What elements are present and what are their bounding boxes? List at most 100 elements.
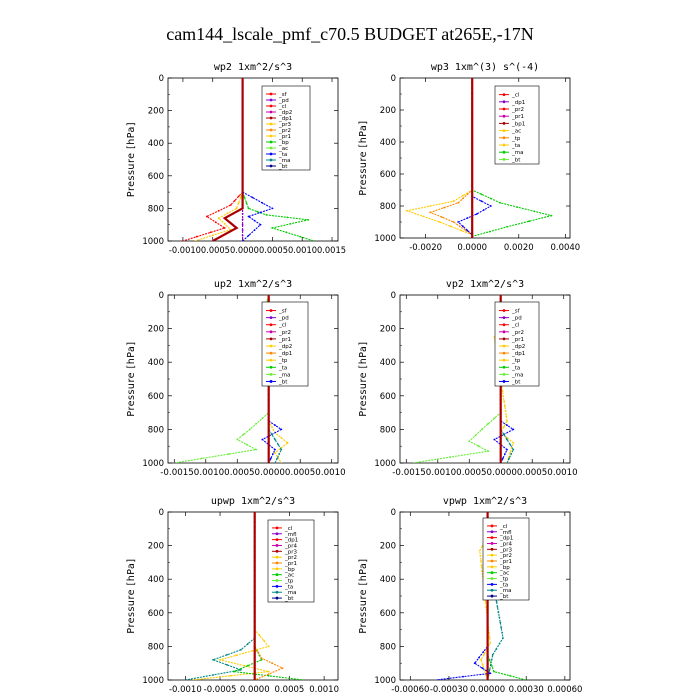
series-point	[458, 225, 461, 228]
series-point	[493, 670, 495, 673]
y-tick-label: 1000	[142, 237, 164, 247]
legend-label: _cl	[278, 323, 287, 329]
series-point	[485, 674, 487, 676]
legend-label: _bt	[278, 379, 288, 385]
series-point	[462, 225, 464, 228]
legend-label: _bp	[278, 140, 289, 146]
series-point	[255, 448, 257, 451]
series-point	[277, 443, 280, 446]
series-line	[194, 78, 244, 241]
series-point	[269, 457, 272, 460]
series-point	[241, 137, 244, 140]
legend-label: _tp	[511, 136, 521, 142]
panel-6: vpwp 1xm^2/s^3 Pressure [hPa] 0 200 400 600 80…	[358, 496, 582, 695]
series-point	[474, 434, 477, 437]
x-tick-label: 0.00000	[470, 685, 505, 695]
x-tick-label: 0.0000	[240, 685, 270, 695]
x-tick-labels: -0.00150.00100.00050.00000.00050.0010	[160, 468, 345, 478]
series-point	[241, 212, 244, 215]
series-point	[253, 585, 256, 587]
y-tick-label: 0	[391, 74, 396, 84]
legend-label: _dp1	[511, 351, 525, 357]
series-point	[452, 200, 455, 203]
series-point	[471, 205, 474, 207]
y-tick-label: 200	[380, 542, 396, 552]
series-point	[486, 640, 489, 643]
x-tick-labels: -0.00100.00050.00000.00050.00100.0015	[169, 246, 346, 256]
series-point	[471, 195, 474, 198]
legend-marker	[275, 532, 279, 536]
legend-marker	[269, 358, 273, 362]
series-point	[226, 664, 228, 666]
series-point	[501, 390, 504, 393]
legend-marker	[502, 122, 506, 125]
x-tick-label: 0.0020	[504, 243, 534, 253]
series-point	[212, 658, 215, 661]
series-point	[253, 674, 256, 677]
x-tick-label: -0.00030	[430, 685, 468, 695]
y-axis-label: Pressure [hPa]	[126, 558, 137, 633]
series-point	[241, 127, 244, 130]
series-point	[253, 664, 256, 667]
y-axis-label: Pressure [hPa]	[126, 341, 137, 416]
series-point	[253, 669, 256, 672]
x-tick-label: 0.0010	[309, 685, 339, 695]
legend-marker	[490, 588, 494, 592]
legend-marker	[275, 584, 279, 588]
series-point	[253, 520, 256, 523]
series-point	[449, 225, 452, 228]
legend: _cl_mfl_dp1_pr4_pr3_pr2_pr1_bp_ac_tp_ta_…	[267, 519, 315, 603]
legend-label: _ma	[278, 372, 290, 378]
series-point	[267, 442, 270, 445]
series-point	[267, 393, 270, 395]
series-point	[471, 147, 474, 150]
series-point	[241, 97, 244, 99]
series-point	[247, 207, 250, 210]
series-point	[274, 424, 276, 427]
series-point	[471, 87, 474, 90]
series-point	[480, 658, 482, 661]
series-point	[482, 651, 485, 653]
legend-marker	[269, 152, 273, 156]
series-point	[253, 630, 256, 633]
series-point	[242, 433, 245, 436]
series-line	[404, 78, 473, 236]
series-point	[486, 605, 489, 607]
series-point	[253, 569, 256, 572]
series-point	[481, 428, 483, 431]
series-point	[237, 195, 240, 198]
series-point	[267, 645, 270, 648]
series-point	[506, 225, 508, 228]
series-point	[285, 231, 288, 234]
series-point	[267, 447, 270, 450]
legend-marker	[490, 530, 494, 534]
series-point	[247, 234, 250, 237]
series-point	[510, 453, 513, 455]
series-point	[466, 229, 469, 232]
series-point	[228, 453, 230, 455]
series-point	[502, 637, 504, 639]
series-point	[406, 209, 408, 212]
legend-marker	[502, 114, 506, 118]
series-point	[253, 595, 256, 597]
legend-label: _bt	[278, 164, 288, 170]
legend-label: _pr1	[511, 114, 524, 120]
series-point	[471, 226, 474, 229]
y-tick-label: 600	[148, 392, 164, 402]
series-point	[471, 123, 474, 126]
legend-label: _pr3	[284, 549, 298, 555]
series-point	[240, 669, 242, 671]
series-point	[219, 235, 222, 238]
series-point	[499, 403, 502, 406]
y-tick-label: 800	[148, 642, 164, 652]
legend-marker	[275, 561, 279, 565]
series-point	[241, 107, 244, 109]
y-axis-label: Pressure [hPa]	[358, 341, 369, 416]
series-point	[241, 218, 244, 221]
legend-label: _ta	[499, 582, 508, 588]
series-point	[550, 214, 553, 217]
legend-label: _cl	[511, 323, 520, 329]
series-point	[504, 410, 507, 412]
panel-title: vp2 1xm^2/s^3	[446, 279, 524, 290]
y-tick-label: 400	[148, 575, 164, 585]
